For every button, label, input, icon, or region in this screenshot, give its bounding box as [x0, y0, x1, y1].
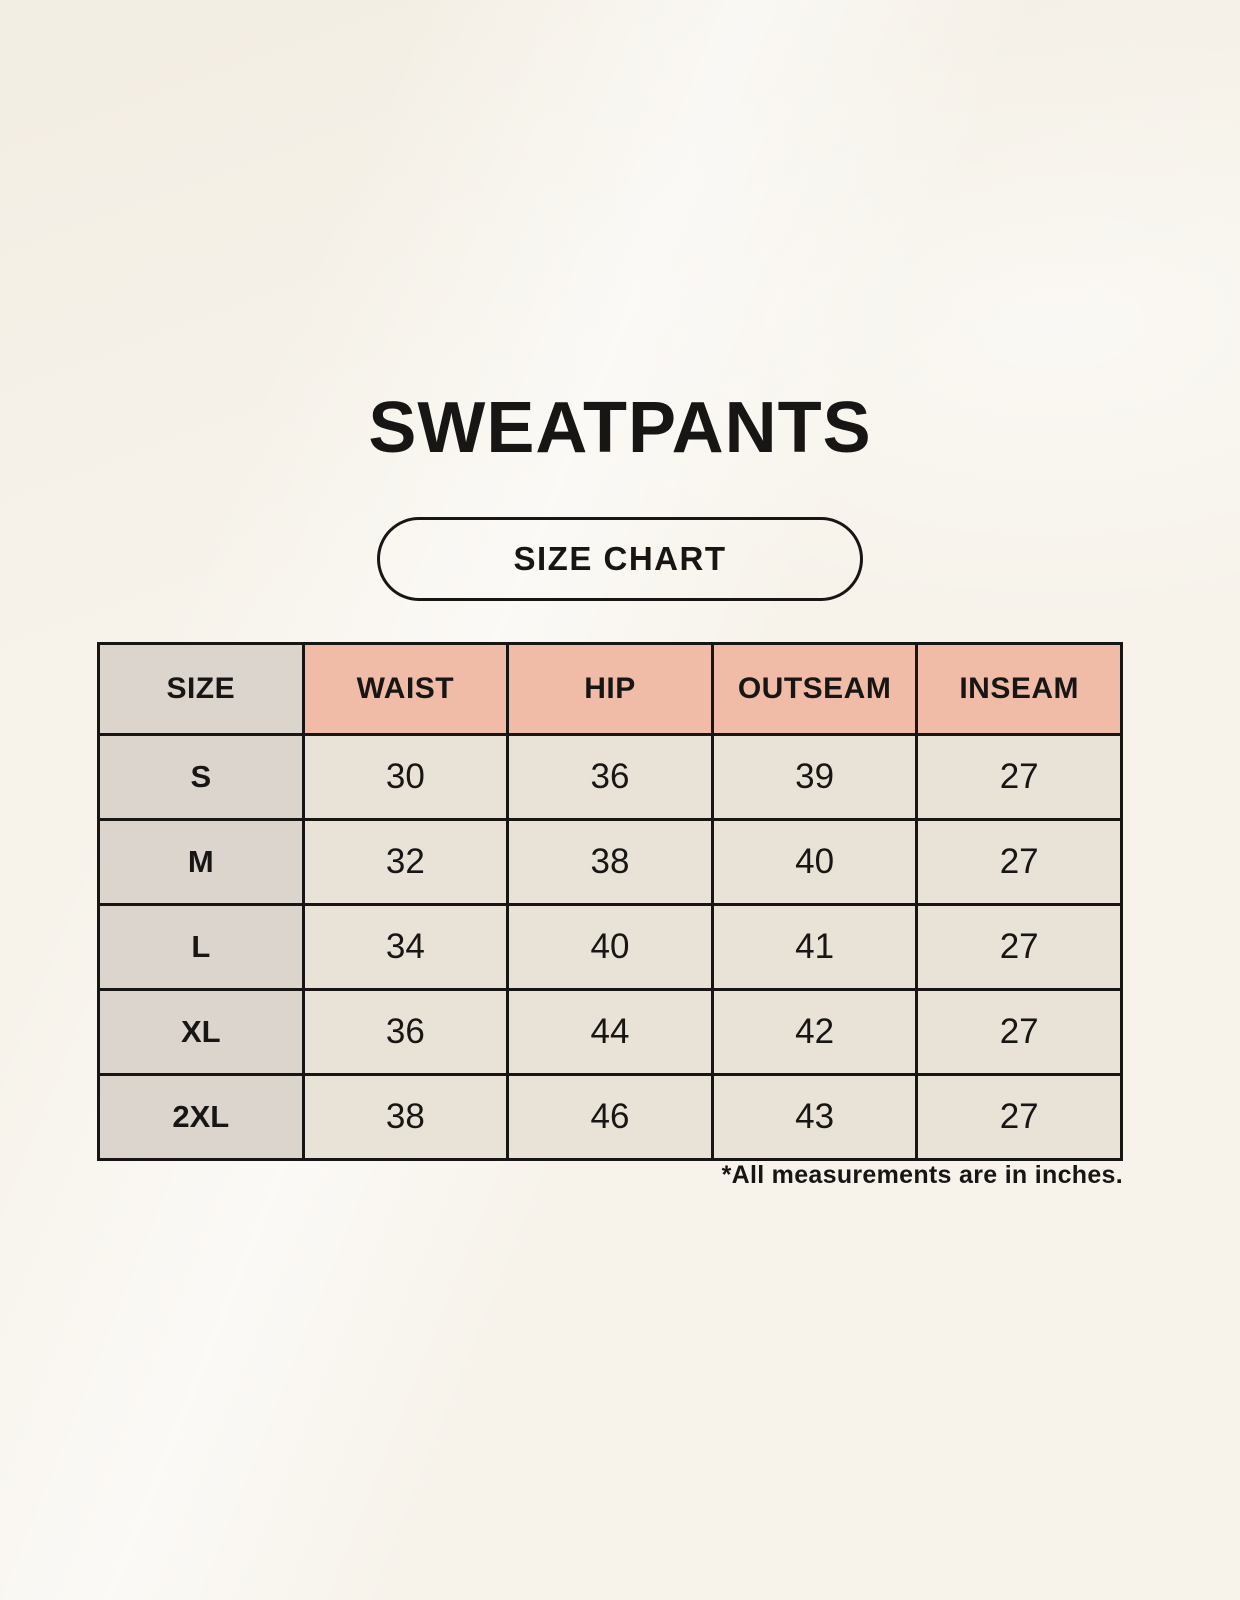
measurement-cell: 32 [301, 818, 510, 906]
size-table-body: S 30 36 39 27 M 32 38 40 27 L 34 40 41 27 XL 36 44 42 27 2XL… [97, 733, 1123, 1161]
measurement-cell: 43 [710, 1073, 919, 1161]
measurement-cell: 27 [915, 733, 1123, 821]
measurement-cell: 30 [301, 733, 510, 821]
column-header-inseam: INSEAM [915, 642, 1123, 736]
size-label-cell: M [97, 818, 305, 906]
measurement-cell: 39 [710, 733, 919, 821]
table-row: S 30 36 39 27 [97, 733, 1123, 821]
measurement-cell: 27 [915, 903, 1123, 991]
table-row: 2XL 38 46 43 27 [97, 1073, 1123, 1161]
measurement-cell: 34 [301, 903, 510, 991]
table-header-row: SIZE WAIST HIP OUTSEAM INSEAM [97, 642, 1123, 736]
measurement-cell: 27 [915, 818, 1123, 906]
measurement-cell: 36 [506, 733, 714, 821]
page-title: SWEATPANTS [368, 388, 872, 468]
measurement-cell: 38 [506, 818, 714, 906]
column-header-outseam: OUTSEAM [710, 642, 919, 736]
measurements-footnote: *All measurements are in inches. [721, 1161, 1123, 1189]
measurement-cell: 38 [301, 1073, 510, 1161]
table-row: L 34 40 41 27 [97, 903, 1123, 991]
measurement-cell: 40 [506, 903, 714, 991]
size-label-cell: 2XL [97, 1073, 305, 1161]
measurement-cell: 46 [506, 1073, 714, 1161]
measurement-cell: 42 [710, 988, 919, 1076]
table-row: M 32 38 40 27 [97, 818, 1123, 906]
column-header-waist: WAIST [301, 642, 510, 736]
measurement-cell: 36 [301, 988, 510, 1076]
size-label-cell: S [97, 733, 305, 821]
measurement-cell: 27 [915, 988, 1123, 1076]
measurement-cell: 27 [915, 1073, 1123, 1161]
measurement-cell: 40 [710, 818, 919, 906]
size-label-cell: XL [97, 988, 305, 1076]
column-header-hip: HIP [506, 642, 714, 736]
size-table-wrap: SIZE WAIST HIP OUTSEAM INSEAM S 30 36 39 27 M… [97, 642, 1123, 1161]
size-chart-badge-label: SIZE CHART [513, 540, 727, 577]
size-label-cell: L [97, 903, 305, 991]
size-chart-badge: SIZE CHART [377, 517, 863, 601]
table-row: XL 36 44 42 27 [97, 988, 1123, 1076]
column-header-size: SIZE [97, 642, 305, 736]
measurement-cell: 44 [506, 988, 714, 1076]
size-table: SIZE WAIST HIP OUTSEAM INSEAM S 30 36 39 27 M… [97, 642, 1123, 1161]
measurement-cell: 41 [710, 903, 919, 991]
